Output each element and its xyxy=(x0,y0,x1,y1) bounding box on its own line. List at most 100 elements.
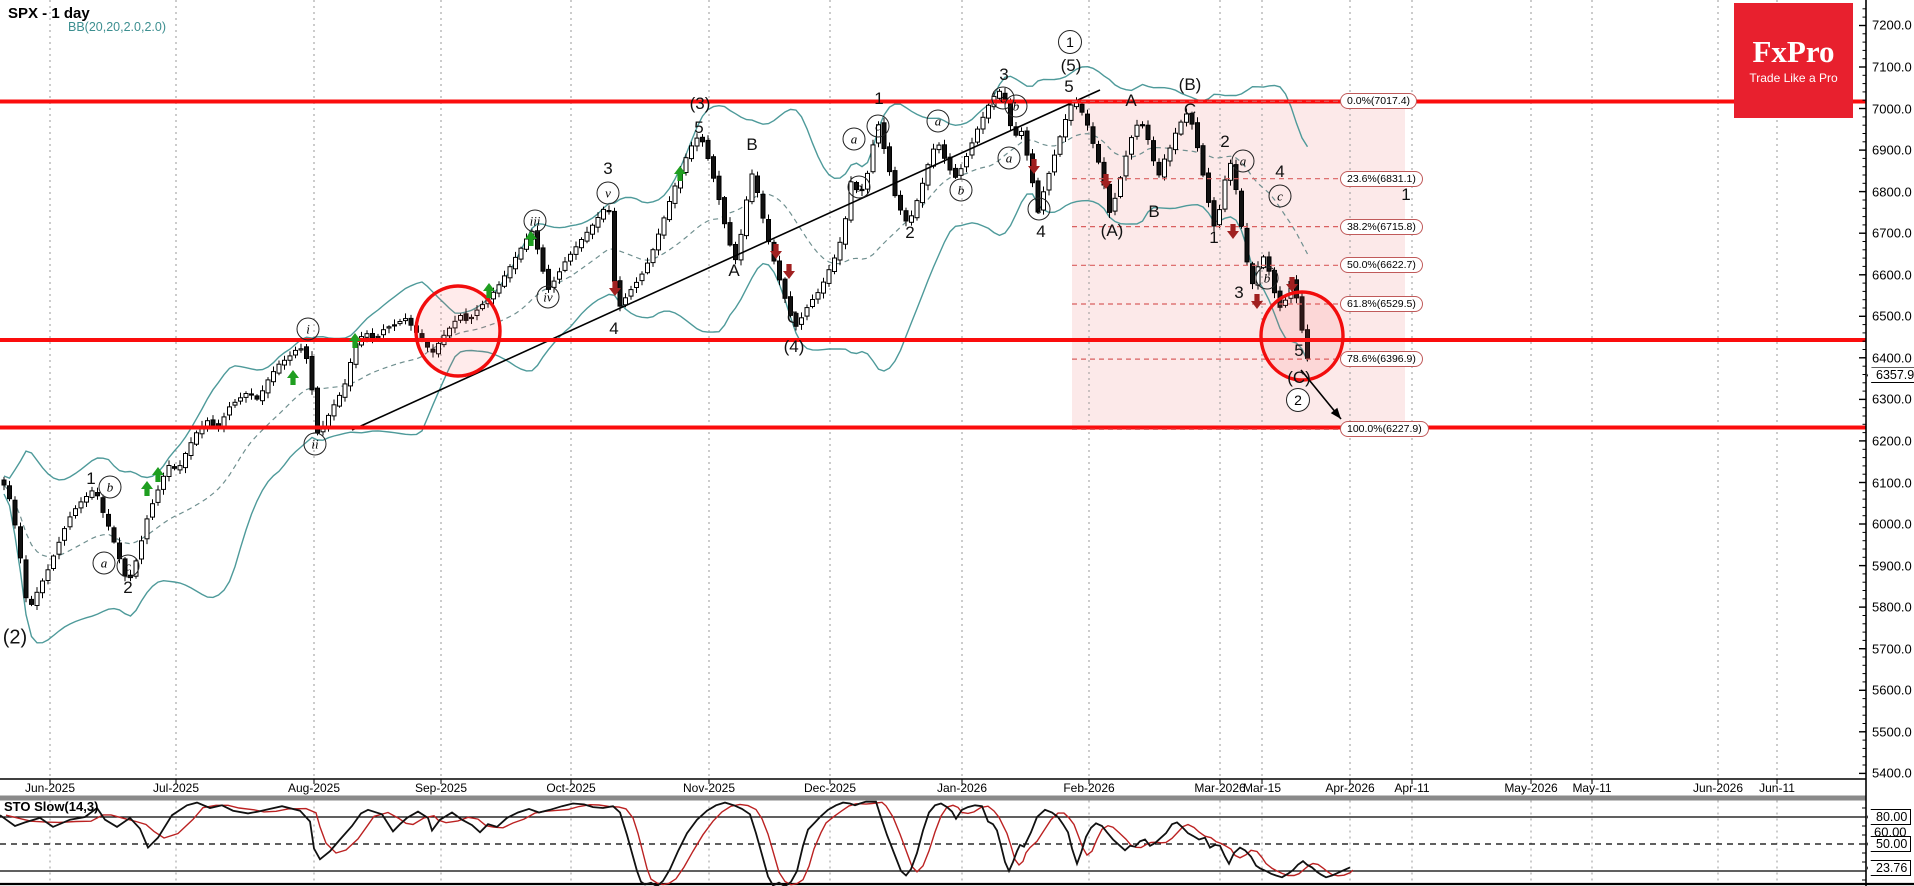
time-axis-label[interactable]: Jun-2025 xyxy=(24,781,76,795)
time-axis-label[interactable]: Jun-11 xyxy=(1759,781,1795,795)
fibonacci-level-label[interactable]: 23.6%(6831.1) xyxy=(1340,170,1423,187)
wave-label[interactable]: v xyxy=(596,181,620,205)
fxpro-logo: FxPro Trade Like a Pro xyxy=(1734,3,1853,118)
wave-label[interactable]: 4 xyxy=(1036,222,1046,241)
price-axis-label[interactable]: 7000.0 xyxy=(1872,101,1912,117)
time-axis-label[interactable]: Jul-2025 xyxy=(152,781,200,795)
bollinger-indicator-label: BB(20,20,2.0,2.0) xyxy=(68,20,166,34)
wave-label[interactable]: i xyxy=(296,317,320,341)
wave-label[interactable]: b xyxy=(1255,266,1279,290)
price-axis-label[interactable]: 6500.0 xyxy=(1872,308,1912,324)
price-axis-label[interactable]: 5900.0 xyxy=(1872,558,1912,574)
wave-label[interactable]: b xyxy=(847,175,871,199)
wave-label[interactable]: 3 xyxy=(999,65,1009,84)
fibonacci-level-label[interactable]: 38.2%(6715.8) xyxy=(1340,218,1423,235)
fibonacci-level-label[interactable]: 50.0%(6622.7) xyxy=(1340,257,1423,274)
wave-label[interactable]: 1 xyxy=(1209,228,1219,247)
wave-label[interactable]: iv xyxy=(536,285,560,309)
stochastic-axis-label: 60.00 xyxy=(1874,824,1907,840)
wave-label[interactable]: b xyxy=(98,475,122,499)
time-axis-label[interactable]: Sep-2025 xyxy=(414,781,468,795)
fibonacci-level-label[interactable]: 61.8%(6529.5) xyxy=(1340,296,1423,313)
wave-label[interactable]: 4 xyxy=(609,319,619,338)
wave-label[interactable]: 2 xyxy=(905,223,915,242)
wave-label[interactable]: c xyxy=(866,114,890,138)
time-axis-label[interactable]: Nov-2025 xyxy=(682,781,736,795)
stochastic-level-box: 50.00 xyxy=(1867,836,1912,852)
time-axis-label[interactable]: Jan-2026 xyxy=(936,781,988,795)
wave-label[interactable]: A xyxy=(728,261,740,280)
wave-label[interactable]: (A) xyxy=(1100,221,1124,240)
wave-label[interactable]: ii xyxy=(303,432,327,456)
wave-label[interactable]: B xyxy=(1148,202,1160,221)
wave-label[interactable]: 1 xyxy=(1401,185,1411,204)
time-axis-label[interactable]: Oct-2025 xyxy=(546,781,596,795)
wave-label[interactable]: a xyxy=(926,109,950,133)
wave-label[interactable]: B xyxy=(746,135,758,154)
price-axis-label[interactable]: 6000.0 xyxy=(1872,516,1912,532)
wave-label[interactable]: C xyxy=(786,308,800,327)
wave-label[interactable]: c xyxy=(1027,197,1051,221)
wave-label[interactable]: b xyxy=(949,178,973,202)
wave-label[interactable]: 1 xyxy=(86,469,96,488)
fibonacci-level-label[interactable]: 78.6%(6396.9) xyxy=(1340,351,1423,368)
time-axis-label[interactable]: Dec-2025 xyxy=(803,781,857,795)
wave-label[interactable]: (2) xyxy=(2,626,28,649)
wave-label[interactable]: 2 xyxy=(123,578,133,597)
wave-label[interactable]: iii xyxy=(523,209,547,233)
price-axis-label[interactable]: 6900.0 xyxy=(1872,142,1912,158)
wave-label[interactable]: 5 xyxy=(1294,341,1304,360)
wave-label[interactable]: a xyxy=(1231,149,1255,173)
time-axis-label[interactable]: Apr-2026 xyxy=(1325,781,1375,795)
time-axis-label[interactable]: Feb-2026 xyxy=(1063,781,1115,795)
wave-label[interactable]: c xyxy=(116,554,140,578)
stochastic-level-box: 80.00 xyxy=(1867,809,1912,825)
time-axis-label[interactable]: Aug-2025 xyxy=(287,781,341,795)
wave-label[interactable]: 2 xyxy=(1220,132,1230,151)
wave-label[interactable]: (5) xyxy=(1060,56,1082,75)
wave-label[interactable]: (C) xyxy=(1287,368,1311,387)
price-axis-label[interactable]: 5700.0 xyxy=(1872,641,1912,657)
price-axis-label[interactable]: 5500.0 xyxy=(1872,724,1912,740)
wave-label[interactable]: a xyxy=(92,551,116,575)
wave-label[interactable]: 4 xyxy=(1275,162,1285,181)
wave-label[interactable]: 1 xyxy=(1058,30,1082,54)
fxpro-tagline: Trade Like a Pro xyxy=(1749,71,1838,86)
price-axis-label[interactable]: 5600.0 xyxy=(1872,682,1912,698)
price-axis-label[interactable]: 6800.0 xyxy=(1872,184,1912,200)
wave-label[interactable]: a xyxy=(842,127,866,151)
wave-label[interactable]: 3 xyxy=(603,159,613,178)
price-axis-label[interactable]: 6400.0 xyxy=(1872,350,1912,366)
fibonacci-level-label[interactable]: 100.0%(6227.9) xyxy=(1340,421,1429,438)
price-axis-label[interactable]: 6600.0 xyxy=(1872,267,1912,283)
price-axis-label[interactable]: 5400.0 xyxy=(1872,765,1912,781)
wave-label[interactable]: c xyxy=(1268,184,1292,208)
time-axis-label[interactable]: Jun-2026 xyxy=(1692,781,1744,795)
fibonacci-level-label[interactable]: 0.0%(7017.4) xyxy=(1340,93,1418,110)
wave-label[interactable]: (B) xyxy=(1178,75,1202,94)
wave-label[interactable]: 3 xyxy=(1234,283,1244,302)
wave-label[interactable]: (3) xyxy=(689,94,711,113)
wave-label[interactable]: (4) xyxy=(783,337,805,356)
wave-label[interactable]: 2 xyxy=(1286,388,1310,412)
price-axis-label[interactable]: 6700.0 xyxy=(1872,225,1912,241)
time-axis-label[interactable]: Mar-2026 xyxy=(1194,781,1246,795)
time-axis-label[interactable]: May-2026 xyxy=(1504,781,1558,795)
price-axis-label[interactable]: 7100.0 xyxy=(1872,59,1912,75)
wave-label[interactable]: 1 xyxy=(874,89,884,108)
price-axis-label[interactable]: 6100.0 xyxy=(1872,475,1912,490)
wave-label[interactable]: 5 xyxy=(1064,77,1074,96)
price-axis-label[interactable]: 6200.0 xyxy=(1872,433,1912,449)
price-axis-label[interactable]: 5800.0 xyxy=(1872,599,1912,615)
price-axis-label[interactable]: 6300.0 xyxy=(1872,391,1912,407)
wave-label[interactable]: C xyxy=(1183,100,1197,119)
wave-label[interactable]: a xyxy=(997,146,1021,170)
price-axis-label[interactable]: 7200.0 xyxy=(1872,17,1912,33)
time-axis-label[interactable]: Apr-11 xyxy=(1394,781,1430,795)
time-axis-label[interactable]: Mar-15 xyxy=(1242,781,1282,795)
time-axis-label[interactable]: May-11 xyxy=(1572,781,1612,795)
wave-label[interactable]: 5 xyxy=(694,118,704,137)
wave-label[interactable]: b xyxy=(1004,94,1028,118)
wave-label[interactable]: A xyxy=(1125,91,1137,110)
